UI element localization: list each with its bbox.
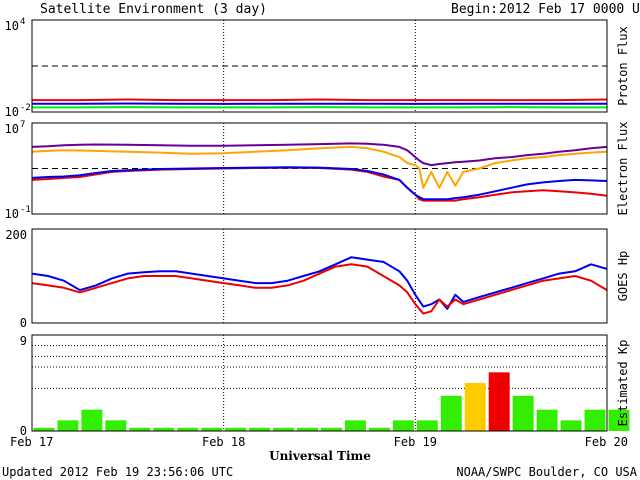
kp-bar: [57, 420, 79, 431]
kp-bar: [129, 427, 151, 431]
footer-updated: Updated 2012 Feb 19 23:56:06 UTC: [2, 465, 233, 479]
series-line-orange: [31, 145, 608, 189]
footer-credit: NOAA/SWPC Boulder, CO USA: [456, 465, 637, 479]
y-tick-exponent: -2: [20, 103, 31, 113]
kp-bar: [392, 420, 414, 431]
series-line-blue: [31, 166, 608, 201]
kp-bar: [584, 409, 606, 431]
panel-frame: [31, 19, 608, 113]
kp-bar: [273, 427, 295, 431]
y-axis-label: Electron Flux: [616, 122, 630, 216]
kp-bar: [297, 427, 318, 431]
panel-electron: 10 710 -1 Electron Flux: [5, 120, 630, 221]
kp-bar: [321, 427, 342, 431]
panel-goes_hp: 200 0 GOES Hp: [5, 228, 630, 330]
kp-bar: [249, 427, 271, 431]
kp-bar: [440, 395, 462, 431]
x-tick-label: Feb 17: [10, 435, 53, 449]
kp-bar: [177, 427, 199, 431]
panel-frame: [31, 334, 608, 432]
kp-bar: [368, 427, 390, 431]
x-tick-label: Feb 18: [202, 435, 245, 449]
y-tick-label: 0: [20, 316, 27, 330]
kp-bar: [81, 409, 103, 431]
kp-bar: [560, 420, 582, 431]
x-tick-label: Feb 19: [394, 435, 437, 449]
kp-bar: [536, 409, 558, 431]
begin-label: Begin:: [451, 2, 498, 17]
y-tick-label: 10: [5, 122, 19, 136]
y-tick-label: 10: [5, 105, 19, 119]
y-tick-exponent: 7: [20, 120, 25, 130]
y-tick-label: 10: [5, 19, 19, 33]
y-tick-label: 10: [5, 207, 19, 221]
kp-bar: [416, 420, 438, 431]
kp-bar: [33, 427, 55, 431]
begin-value: 2012 Feb 17 0000 UTC: [499, 2, 640, 17]
series-line-red: [31, 166, 608, 202]
kp-bar: [344, 420, 366, 431]
kp-bar: [105, 420, 127, 431]
series-line-red: [31, 263, 608, 315]
panel-frame: [31, 228, 608, 324]
panel-kp: 9 0 Estimated Kp: [20, 334, 630, 438]
kp-bar: [488, 372, 510, 431]
y-tick-label: 200: [5, 228, 27, 242]
y-tick-label: 0: [20, 424, 27, 438]
kp-bar: [153, 427, 175, 431]
x-axis-label: Universal Time: [269, 449, 371, 463]
x-tick-label: Feb 20: [585, 435, 628, 449]
series-line-blue: [31, 256, 608, 310]
kp-bar: [608, 409, 630, 431]
series-line-red: [32, 98, 608, 102]
kp-bar: [512, 395, 534, 431]
y-axis-label: GOES Hp: [616, 251, 630, 302]
y-tick-exponent: 4: [20, 17, 25, 27]
x-axis-ticks: Feb 17 Feb 18 Feb 19 Feb 20: [10, 435, 628, 449]
y-tick-label: 9: [20, 334, 27, 348]
kp-bar: [201, 427, 223, 431]
chart-title: Satellite Environment (3 day): [40, 2, 267, 17]
kp-bar: [225, 427, 247, 431]
series-line-purple: [31, 142, 608, 167]
y-axis-label: Estimated Kp: [616, 340, 630, 427]
panel-frame: [31, 122, 608, 215]
y-axis-label: Proton Flux: [616, 26, 630, 105]
y-tick-exponent: -1: [20, 205, 31, 215]
kp-bar: [464, 383, 486, 431]
